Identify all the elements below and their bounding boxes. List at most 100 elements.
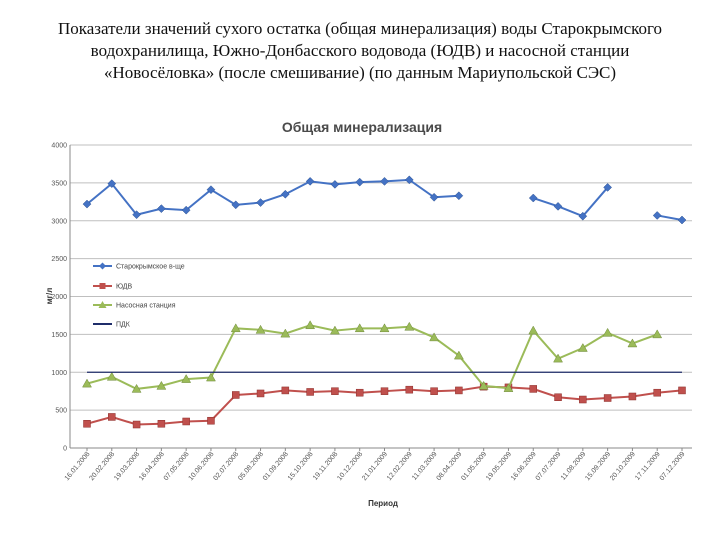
data-point bbox=[280, 189, 290, 199]
series-layer bbox=[82, 175, 687, 429]
data-point bbox=[579, 395, 587, 404]
y-tick-label: 2000 bbox=[51, 294, 67, 301]
data-point bbox=[255, 324, 266, 334]
data-point bbox=[230, 323, 241, 333]
data-point bbox=[206, 372, 216, 382]
data-point bbox=[577, 343, 588, 352]
slide-title: Показатели значений сухого остатка (обща… bbox=[20, 18, 700, 84]
series-line bbox=[86, 178, 459, 216]
data-point bbox=[404, 175, 414, 185]
data-point bbox=[206, 185, 216, 195]
data-point bbox=[305, 177, 315, 186]
y-axis-label: мг/л bbox=[45, 288, 54, 305]
data-point bbox=[528, 193, 538, 203]
data-point bbox=[355, 388, 364, 397]
data-point bbox=[529, 385, 537, 393]
data-point bbox=[603, 394, 612, 402]
data-point bbox=[652, 329, 663, 339]
x-tick-label: 12.02.2009 bbox=[386, 451, 414, 482]
data-point bbox=[652, 211, 662, 220]
series-line bbox=[86, 324, 658, 390]
data-point bbox=[207, 416, 215, 425]
x-tick-label: 17.11.2009 bbox=[634, 451, 662, 482]
data-point bbox=[554, 393, 562, 401]
x-tick-label: 07.12.2009 bbox=[659, 451, 687, 482]
data-point bbox=[281, 386, 290, 395]
data-point bbox=[429, 332, 440, 342]
data-point bbox=[380, 177, 389, 186]
series-line bbox=[532, 186, 609, 218]
data-point bbox=[553, 353, 563, 363]
data-point bbox=[678, 386, 686, 395]
data-point bbox=[405, 385, 414, 394]
data-point bbox=[331, 387, 339, 395]
data-point bbox=[181, 374, 192, 383]
data-point bbox=[181, 205, 191, 215]
data-point bbox=[182, 417, 190, 426]
y-tick-label: 1500 bbox=[51, 332, 67, 339]
data-point bbox=[503, 383, 514, 392]
data-point bbox=[108, 413, 116, 421]
data-point bbox=[132, 420, 141, 429]
legend-label: Старокрымское в-ще bbox=[116, 264, 185, 271]
data-point bbox=[256, 389, 265, 398]
data-point bbox=[528, 325, 539, 335]
series-line bbox=[657, 214, 683, 221]
legend-marker bbox=[98, 301, 107, 308]
chart-title: Общая минерализация bbox=[282, 119, 442, 135]
data-point bbox=[628, 392, 637, 401]
slide-title-line-1: Показатели значений сухого остатка (обща… bbox=[57, 19, 663, 38]
data-point bbox=[429, 192, 439, 202]
x-tick-label: 11.03.2009 bbox=[411, 451, 439, 482]
data-point bbox=[305, 320, 316, 330]
gridlines bbox=[69, 144, 692, 449]
y-tick-label: 2500 bbox=[51, 256, 67, 263]
data-point bbox=[430, 387, 438, 395]
data-point bbox=[82, 199, 92, 209]
legend-label: Насосная станция bbox=[116, 303, 176, 310]
legend-marker bbox=[99, 262, 106, 270]
data-point bbox=[107, 179, 117, 188]
data-point bbox=[330, 180, 340, 189]
data-point bbox=[478, 380, 489, 390]
data-point bbox=[232, 391, 240, 399]
data-point bbox=[578, 211, 588, 221]
legend-label: ЮДВ bbox=[116, 284, 133, 291]
slide-title-line-3: «Новосёловка» (после смешивание) (по дан… bbox=[103, 63, 617, 82]
x-tick-label: 11.08.2009 bbox=[560, 451, 588, 482]
data-point bbox=[603, 183, 612, 192]
data-point bbox=[454, 191, 464, 201]
data-point bbox=[453, 350, 464, 360]
data-point bbox=[157, 420, 166, 428]
series-1 bbox=[82, 175, 687, 225]
data-point bbox=[131, 383, 142, 393]
y-tick-label: 0 bbox=[63, 446, 67, 453]
x-tick-label: 07.07.2009 bbox=[535, 451, 563, 482]
data-point bbox=[83, 420, 91, 428]
data-point bbox=[379, 323, 390, 333]
x-tick-label: 15.10.2008 bbox=[287, 451, 315, 482]
slide-title-line-2: водохранилища, Южно-Донбасского водовода… bbox=[90, 41, 630, 60]
x-axis-ticks: 16.01.200820.02.200819.03.200816.04.2008… bbox=[64, 448, 687, 482]
data-point bbox=[280, 328, 291, 338]
data-point bbox=[82, 378, 92, 388]
data-point bbox=[329, 325, 340, 335]
y-tick-label: 4000 bbox=[51, 143, 67, 150]
y-axis-ticks: 0 500 1000 1500 2000 2500 3000 3500 4000 bbox=[51, 143, 67, 453]
data-point bbox=[602, 327, 613, 337]
data-point bbox=[380, 387, 389, 395]
legend: Старокрымское в-ще ЮДВ Насосная станция ПДК bbox=[93, 262, 185, 329]
legend-label: ПДК bbox=[116, 322, 131, 329]
legend-marker bbox=[99, 283, 106, 289]
data-point bbox=[354, 323, 365, 333]
y-tick-label: 1000 bbox=[51, 370, 67, 377]
y-tick-label: 500 bbox=[55, 408, 67, 415]
data-point bbox=[132, 210, 141, 220]
data-point bbox=[306, 388, 314, 396]
data-point bbox=[404, 321, 415, 331]
data-point bbox=[157, 204, 166, 213]
data-point bbox=[553, 202, 563, 211]
data-point bbox=[106, 371, 117, 381]
series-3 bbox=[82, 320, 663, 393]
